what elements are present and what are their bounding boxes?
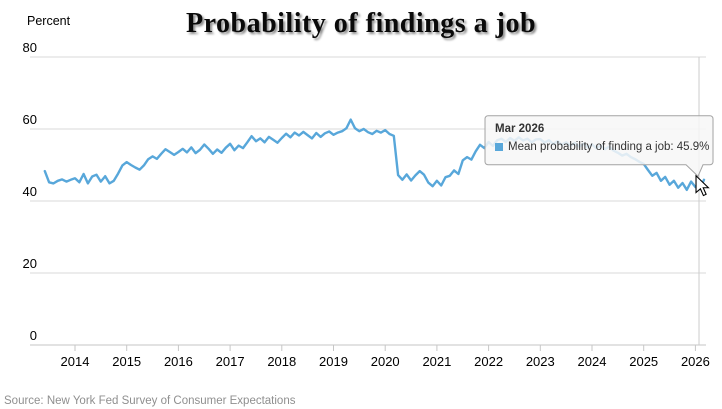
y-tick-label: 40 — [23, 184, 37, 199]
x-tick-label: 2018 — [267, 354, 296, 369]
x-tick-label: 2024 — [578, 354, 607, 369]
x-tick-label: 2020 — [371, 354, 400, 369]
x-tick-label: 2023 — [526, 354, 555, 369]
x-tick-label: 2025 — [629, 354, 658, 369]
x-tick-label: 2017 — [216, 354, 245, 369]
x-tick-label: 2015 — [112, 354, 141, 369]
x-tick-label: 2021 — [422, 354, 451, 369]
y-tick-label: 0 — [30, 328, 37, 343]
chart-title: Probability of findings a job — [185, 8, 537, 39]
x-tick-label: 2014 — [61, 354, 90, 369]
x-tick-label: 2026 — [681, 354, 710, 369]
x-tick-label: 2019 — [319, 354, 348, 369]
y-tick-label: 60 — [23, 112, 37, 127]
y-tick-label: 80 — [23, 40, 37, 55]
y-axis-title: Percent — [27, 14, 71, 28]
x-tick-label: 2016 — [164, 354, 193, 369]
x-tick-label: 2022 — [474, 354, 503, 369]
source-note: Source: New York Fed Survey of Consumer … — [4, 395, 296, 407]
tooltip-callout-shape — [484, 115, 714, 178]
y-tick-label: 20 — [23, 256, 37, 271]
mouse-cursor-icon — [695, 174, 710, 197]
